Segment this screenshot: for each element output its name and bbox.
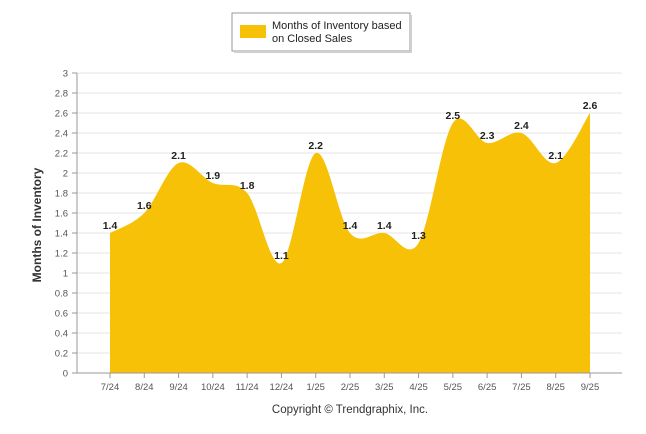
y-tick-label: 1.2 <box>55 249 68 260</box>
y-tick-label: 2.4 <box>55 129 68 140</box>
x-tick-label: 2/25 <box>341 382 360 393</box>
data-labels: 1.4 1.6 2.1 1.9 1.8 1.1 2.2 1.4 1.4 1.3 2.5 2.3 2.4 2… <box>103 100 598 262</box>
x-tick-label: 6/25 <box>478 382 497 393</box>
y-tick-label: 0.8 <box>55 289 68 300</box>
data-label: 2.1 <box>171 150 186 162</box>
legend-shadow-bottom <box>234 51 412 53</box>
data-label: 2.6 <box>583 100 598 112</box>
y-tick-label: 1 <box>63 269 68 280</box>
series-area <box>110 113 590 373</box>
y-tick-label: 2 <box>63 169 68 180</box>
data-label: 1.6 <box>137 200 152 212</box>
legend-shadow-right <box>410 15 412 53</box>
x-tick-label: 4/25 <box>409 382 428 393</box>
x-tick-label: 7/25 <box>512 382 531 393</box>
legend-label-line-1: Months of Inventory based <box>272 20 402 32</box>
y-tick-label: 0.2 <box>55 349 68 360</box>
y-axis-title: Months of Inventory <box>30 167 44 282</box>
x-tick-labels: 7/24 8/24 9/24 10/24 11/24 12/24 1/25 2/25 3/25 4… <box>101 373 600 393</box>
x-tick-label: 5/25 <box>444 382 463 393</box>
data-label: 1.1 <box>274 250 289 262</box>
copyright-text: Copyright © Trendgraphix, Inc. <box>272 404 428 416</box>
y-tick-label: 0.6 <box>55 309 68 320</box>
y-tick-labels: 0 0.2 0.4 0.6 0.8 1 1.2 1.4 1.6 1.8 2 2.2 2.4 2.6 2.8 3 <box>55 69 68 380</box>
y-tick-label: 1.4 <box>55 229 68 240</box>
data-label: 2.3 <box>480 130 495 142</box>
data-label: 1.9 <box>206 170 221 182</box>
y-tick-label: 1.8 <box>55 189 68 200</box>
data-label: 2.1 <box>548 150 563 162</box>
legend-swatch <box>240 25 266 38</box>
data-label: 1.4 <box>103 220 118 232</box>
y-tick-label: 2.8 <box>55 89 68 100</box>
x-tick-label: 8/24 <box>135 382 154 393</box>
y-tick-label: 3 <box>63 69 68 80</box>
data-label: 2.5 <box>446 110 461 122</box>
data-label: 1.4 <box>377 220 392 232</box>
x-tick-label: 10/24 <box>201 382 225 393</box>
legend-label-line-2: on Closed Sales <box>272 33 353 45</box>
series-area-layer <box>110 113 590 373</box>
data-label: 1.4 <box>343 220 358 232</box>
x-tick-label: 3/25 <box>375 382 394 393</box>
x-tick-label: 12/24 <box>270 382 294 393</box>
x-tick-label: 1/25 <box>306 382 325 393</box>
x-tick-label: 7/24 <box>101 382 120 393</box>
y-tick-label: 0 <box>63 369 68 380</box>
y-tick-label: 2.6 <box>55 109 68 120</box>
y-tick-label: 0.4 <box>55 329 68 340</box>
x-tick-label: 9/25 <box>581 382 600 393</box>
data-label: 2.2 <box>308 140 323 152</box>
y-tick-label: 1.6 <box>55 209 68 220</box>
x-tick-label: 8/25 <box>546 382 565 393</box>
y-tick-label: 2.2 <box>55 149 68 160</box>
x-tick-label: 9/24 <box>169 382 188 393</box>
data-label: 1.3 <box>411 230 426 242</box>
data-label: 2.4 <box>514 120 529 132</box>
data-label: 1.8 <box>240 180 255 192</box>
legend: Months of Inventory based on Closed Sale… <box>231 12 412 53</box>
x-tick-label: 11/24 <box>236 382 259 393</box>
